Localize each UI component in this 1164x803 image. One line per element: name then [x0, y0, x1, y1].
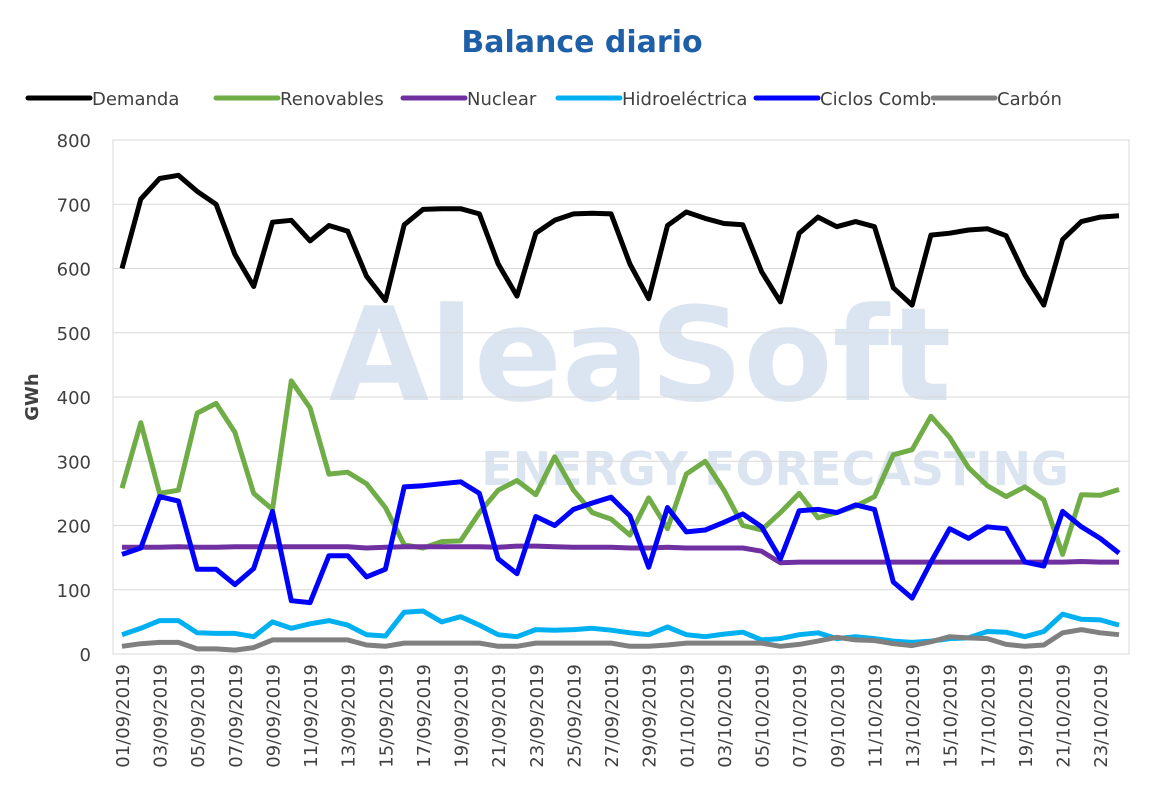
x-tick-label: 07/09/2019 — [226, 664, 247, 768]
x-tick-label: 13/10/2019 — [903, 664, 924, 768]
watermark: AleaSoft — [329, 279, 952, 431]
series-line — [119, 378, 1120, 557]
x-tick-label: 19/09/2019 — [452, 664, 473, 768]
series-line — [121, 479, 1121, 606]
x-tick-label: 07/10/2019 — [790, 664, 811, 768]
x-tick-label: 27/09/2019 — [602, 664, 623, 768]
x-tick-label: 15/09/2019 — [376, 664, 397, 768]
x-tick-label: 01/09/2019 — [113, 664, 134, 768]
y-tick-label: 700 — [57, 195, 91, 216]
x-tick-label: 23/10/2019 — [1091, 664, 1112, 768]
series-line — [122, 543, 1119, 566]
legend-label: Nuclear — [467, 89, 537, 110]
series-line — [119, 172, 1120, 308]
x-tick-label: 19/10/2019 — [1016, 664, 1037, 768]
x-tick-label: 05/09/2019 — [188, 664, 209, 768]
x-tick-label: 21/10/2019 — [1054, 664, 1075, 768]
legend-label: Carbón — [997, 89, 1062, 110]
x-tick-label: 23/09/2019 — [527, 664, 548, 768]
x-tick-label: 13/09/2019 — [339, 664, 360, 768]
y-tick-label: 100 — [57, 581, 91, 602]
x-tick-label: 09/10/2019 — [828, 664, 849, 768]
x-tick-label: 01/10/2019 — [677, 664, 698, 768]
series-line — [121, 627, 1120, 653]
x-tick-label: 29/09/2019 — [640, 664, 661, 768]
x-tick-label: 11/10/2019 — [865, 664, 886, 768]
x-tick-label: 25/09/2019 — [564, 664, 585, 768]
plot-frame — [112, 139, 1130, 655]
legend-label: Hidroeléctrica — [622, 89, 747, 110]
legend-label: Renovables — [280, 89, 384, 110]
x-tick-label: 11/09/2019 — [301, 664, 322, 768]
y-tick-label: 400 — [57, 388, 91, 409]
x-tick-label: 03/09/2019 — [151, 664, 172, 768]
y-tick-label: 500 — [57, 324, 91, 345]
chart-title: Balance diario — [461, 25, 702, 60]
x-tick-label: 15/10/2019 — [941, 664, 962, 768]
x-tick-label: 17/09/2019 — [414, 664, 435, 768]
x-tick-label: 03/10/2019 — [715, 664, 736, 768]
y-axis-label: GWh — [22, 373, 43, 420]
y-tick-label: 600 — [57, 260, 91, 281]
x-tick-label: 05/10/2019 — [753, 664, 774, 768]
y-tick-label: 200 — [57, 517, 91, 538]
x-tick-label: 09/09/2019 — [263, 664, 284, 768]
x-tick-label: 17/10/2019 — [978, 664, 999, 768]
y-tick-label: 0 — [80, 645, 91, 666]
legend-label: Ciclos Comb. — [820, 89, 937, 110]
y-tick-label: 300 — [57, 452, 91, 473]
x-tick-label: 21/09/2019 — [489, 664, 510, 768]
legend-label: Demanda — [92, 89, 179, 110]
y-tick-label: 800 — [57, 131, 91, 152]
